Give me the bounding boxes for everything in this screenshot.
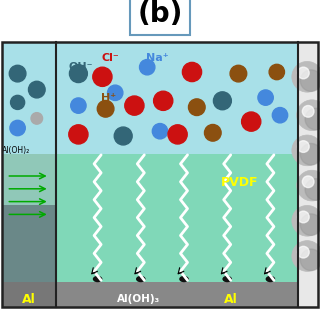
- Circle shape: [292, 61, 320, 92]
- Text: PVDF: PVDF: [221, 176, 259, 189]
- Circle shape: [292, 205, 320, 236]
- Circle shape: [114, 127, 132, 145]
- Text: Cl⁻: Cl⁻: [102, 52, 119, 63]
- Text: H⁺: H⁺: [101, 92, 116, 103]
- Text: Al(OH)₂: Al(OH)₂: [2, 146, 30, 155]
- Ellipse shape: [222, 276, 232, 282]
- Ellipse shape: [93, 276, 102, 282]
- Circle shape: [71, 98, 86, 113]
- Circle shape: [204, 124, 221, 141]
- Circle shape: [28, 81, 45, 98]
- Circle shape: [292, 135, 320, 166]
- Bar: [56, 42, 298, 154]
- Circle shape: [230, 65, 247, 82]
- Circle shape: [298, 67, 309, 79]
- Circle shape: [300, 143, 320, 165]
- Bar: [2, 42, 56, 154]
- Bar: [56, 154, 298, 282]
- Circle shape: [93, 67, 112, 86]
- Bar: [298, 42, 318, 307]
- Circle shape: [298, 246, 309, 258]
- Circle shape: [302, 106, 314, 117]
- Circle shape: [125, 96, 144, 115]
- Circle shape: [305, 179, 320, 200]
- Circle shape: [31, 113, 43, 124]
- Circle shape: [300, 249, 320, 271]
- Circle shape: [213, 92, 231, 110]
- Circle shape: [154, 91, 173, 110]
- Circle shape: [69, 125, 88, 144]
- Text: Al: Al: [224, 293, 237, 306]
- Ellipse shape: [136, 276, 146, 282]
- Circle shape: [269, 64, 284, 80]
- Circle shape: [188, 99, 205, 116]
- Circle shape: [152, 124, 168, 139]
- Circle shape: [302, 176, 314, 188]
- Circle shape: [182, 62, 202, 82]
- Circle shape: [9, 65, 26, 82]
- Bar: [2, 282, 56, 307]
- Ellipse shape: [179, 276, 189, 282]
- Bar: [2, 205, 56, 282]
- Circle shape: [97, 100, 114, 117]
- Circle shape: [10, 120, 25, 136]
- Circle shape: [69, 65, 87, 83]
- Circle shape: [298, 141, 309, 152]
- Circle shape: [272, 108, 288, 123]
- Bar: [2, 154, 56, 205]
- Text: Al: Al: [22, 293, 36, 306]
- Circle shape: [168, 125, 187, 144]
- Text: (b): (b): [137, 0, 183, 28]
- Text: OH⁻: OH⁻: [69, 62, 93, 72]
- Circle shape: [305, 108, 320, 130]
- Circle shape: [300, 70, 320, 92]
- Circle shape: [292, 241, 320, 271]
- Text: Al(OH)₃: Al(OH)₃: [117, 294, 160, 304]
- Text: Na⁺: Na⁺: [146, 52, 168, 63]
- Circle shape: [242, 112, 261, 131]
- Circle shape: [108, 85, 123, 100]
- Circle shape: [140, 60, 155, 75]
- Bar: [2, 42, 318, 307]
- Circle shape: [297, 100, 320, 131]
- Circle shape: [298, 211, 309, 223]
- Circle shape: [300, 214, 320, 236]
- Ellipse shape: [266, 276, 275, 282]
- Circle shape: [297, 170, 320, 201]
- Bar: [56, 282, 298, 307]
- Circle shape: [11, 95, 25, 109]
- Circle shape: [258, 90, 273, 105]
